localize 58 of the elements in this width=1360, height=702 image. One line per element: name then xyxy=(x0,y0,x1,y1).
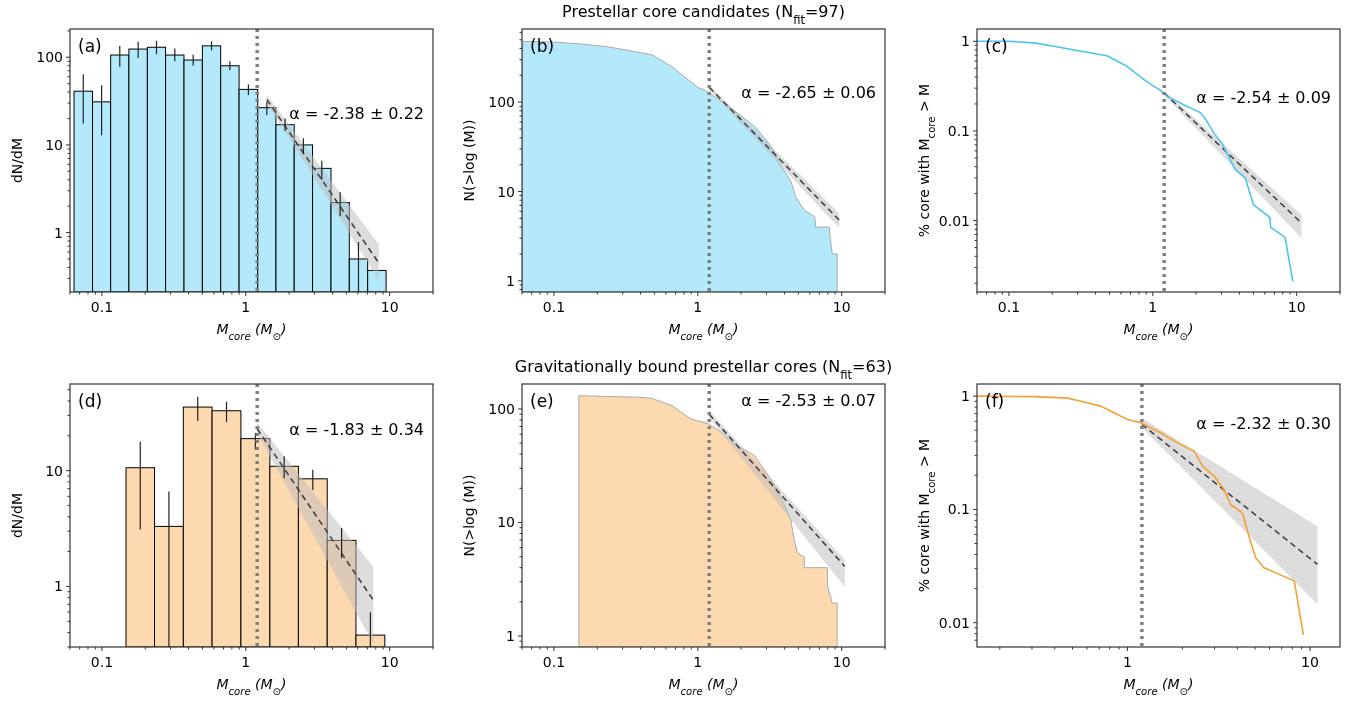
chart-title: Gravitationally bound prestellar cores (N$_{fit}$=63) xyxy=(514,357,893,382)
x-tick-label: 1 xyxy=(1122,654,1132,670)
x-tick-label: 10 xyxy=(1287,299,1306,315)
annotation: α = -2.32 ± 0.30 xyxy=(1196,414,1331,434)
x-axis-title: M$_{core}$ (M$_{⊙}$) xyxy=(1123,321,1194,342)
x-axis-title: M$_{core}$ (M$_{⊙}$) xyxy=(216,321,287,342)
y-tick-label: 1 xyxy=(54,578,63,595)
x-axis-title: M$_{core}$ (M$_{⊙}$) xyxy=(668,321,739,342)
x-tick-label: 10 xyxy=(380,654,399,670)
annotation: (e) xyxy=(530,391,554,411)
y-axis-title: N(>log (M)) xyxy=(461,474,477,557)
y-tick-label: 1 xyxy=(506,628,515,644)
y-tick-label: 100 xyxy=(488,94,515,111)
annotation: (c) xyxy=(985,36,1008,56)
y-tick-label: 1 xyxy=(54,224,63,241)
y-axis-title: N(>log (M)) xyxy=(461,119,477,202)
x-tick-label: 10 xyxy=(832,299,851,315)
x-tick-label: 1 xyxy=(693,299,703,315)
x-axis-title: M$_{core}$ (M$_{⊙}$) xyxy=(668,676,739,697)
x-tick-label: 1 xyxy=(241,299,251,315)
annotation: α = -2.54 ± 0.09 xyxy=(1196,88,1331,108)
y-tick-label: 1 xyxy=(506,272,515,289)
x-tick-label: 0.1 xyxy=(90,654,114,670)
y-tick-label: 1 xyxy=(961,388,970,405)
x-tick-label: 0.1 xyxy=(542,654,566,670)
y-tick-label: 1 xyxy=(961,33,970,50)
y-tick-label: 100 xyxy=(36,49,63,66)
annotation: α = -2.65 ± 0.06 xyxy=(741,83,876,103)
annotation: (b) xyxy=(530,36,555,56)
annotation: α = -2.53 ± 0.07 xyxy=(741,390,876,410)
y-tick-label: 10 xyxy=(497,183,515,200)
x-tick-label: 0.1 xyxy=(542,299,566,315)
x-axis-title: M$_{core}$ (M$_{⊙}$) xyxy=(1123,676,1194,697)
x-tick-label: 1 xyxy=(693,654,703,670)
x-tick-label: 0.1 xyxy=(997,299,1021,315)
y-tick-label: 100 xyxy=(488,400,515,417)
y-axis-title: dN/dM xyxy=(9,492,25,539)
x-tick-label: 0.1 xyxy=(90,299,114,315)
x-tick-label: 1 xyxy=(1148,299,1158,315)
y-tick-label: 0.1 xyxy=(947,501,970,518)
y-axis-title: dN/dM xyxy=(9,137,25,184)
y-tick-label: 0.1 xyxy=(947,122,970,139)
annotation: α = -1.83 ± 0.34 xyxy=(289,419,424,439)
x-tick-label: 10 xyxy=(380,299,399,315)
y-tick-label: 10 xyxy=(45,136,63,153)
y-tick-label: 0.01 xyxy=(938,614,970,631)
annotation: (d) xyxy=(78,391,103,411)
y-tick-label: 10 xyxy=(45,462,63,479)
x-axis-title: M$_{core}$ (M$_{⊙}$) xyxy=(216,676,287,697)
x-tick-label: 1 xyxy=(241,654,251,670)
y-tick-label: 10 xyxy=(497,514,515,531)
annotation: (f) xyxy=(985,391,1005,411)
annotation: (a) xyxy=(78,36,102,56)
annotation: α = -2.38 ± 0.22 xyxy=(289,104,424,124)
chart-title: Prestellar core candidates (N$_{fit}$=97) xyxy=(562,2,845,27)
x-tick-label: 10 xyxy=(1301,654,1319,670)
y-tick-label: 0.01 xyxy=(938,212,970,229)
x-tick-label: 10 xyxy=(832,654,851,670)
